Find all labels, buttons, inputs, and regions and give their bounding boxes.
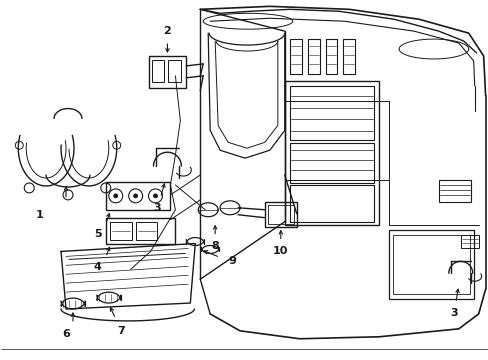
Text: 2: 2 — [163, 26, 171, 36]
Bar — [151, 60, 164, 82]
Circle shape — [114, 194, 118, 198]
Bar — [267, 205, 293, 224]
Bar — [264, 202, 296, 227]
Text: 5: 5 — [94, 229, 102, 239]
Bar — [392, 235, 469, 294]
Circle shape — [153, 194, 157, 198]
Bar — [135, 222, 157, 239]
Bar — [105, 218, 175, 243]
Text: 1: 1 — [35, 210, 43, 220]
Text: 10: 10 — [272, 247, 288, 256]
Bar — [148, 56, 186, 88]
Bar — [438, 180, 470, 202]
Bar — [289, 39, 301, 74]
Text: 3: 3 — [449, 308, 457, 318]
Text: 6: 6 — [62, 329, 70, 339]
Bar — [388, 230, 473, 299]
Bar — [289, 185, 373, 222]
Bar — [307, 39, 319, 74]
Circle shape — [133, 194, 137, 198]
Bar — [325, 39, 337, 74]
Bar — [343, 39, 355, 74]
Bar — [109, 222, 131, 239]
Text: 8: 8 — [211, 242, 219, 252]
Text: 7: 7 — [117, 326, 124, 336]
Text: 3: 3 — [153, 203, 161, 213]
Bar — [284, 81, 379, 225]
Bar — [460, 235, 478, 248]
Bar — [289, 143, 373, 183]
Text: 9: 9 — [228, 256, 236, 266]
Bar — [168, 60, 181, 82]
Text: 4: 4 — [94, 262, 102, 272]
Bar — [105, 182, 170, 210]
Bar — [289, 86, 373, 140]
